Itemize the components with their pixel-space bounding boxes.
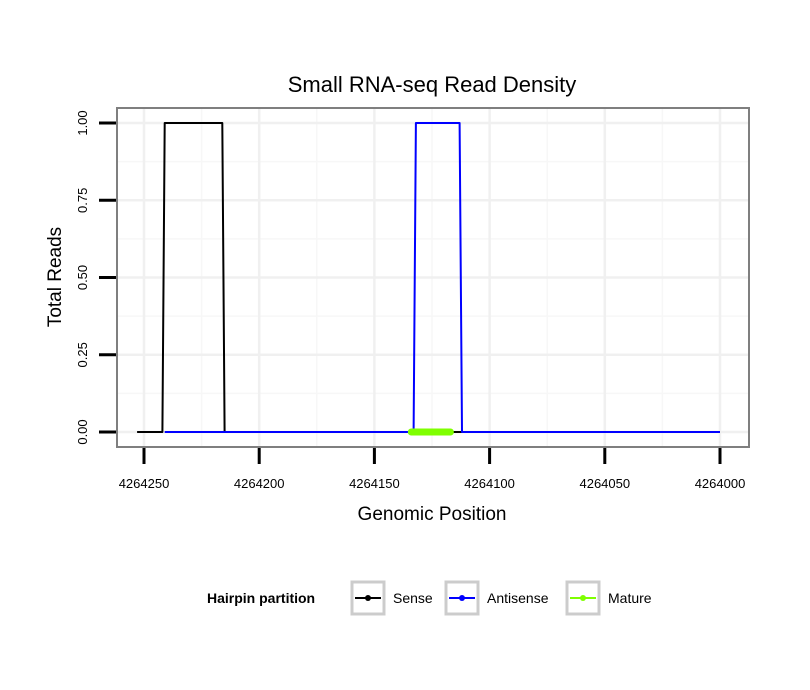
x-axis: 4264250 4264200 4264150 4264100 4264050 42640… [119, 448, 746, 491]
legend-key-sense [350, 580, 386, 616]
x-tick-label: 4264250 [119, 476, 170, 491]
legend-key-point [365, 595, 371, 601]
legend-label-mature: Mature [608, 590, 652, 606]
y-tick-label: 0.75 [75, 188, 90, 213]
y-tick-label: 1.00 [75, 110, 90, 135]
y-axis-title: Total Reads [45, 227, 66, 327]
y-axis: 0.00 0.25 0.50 0.75 1.00 [75, 110, 116, 445]
y-tick-label: 0.25 [75, 342, 90, 367]
legend-key-point [580, 595, 586, 601]
legend-key-mature [565, 580, 601, 616]
legend-label-antisense: Antisense [487, 590, 549, 606]
legend-label-sense: Sense [393, 590, 433, 606]
y-tick-label: 0.00 [75, 419, 90, 444]
data-series [137, 122, 720, 436]
chart-title: Small RNA-seq Read Density [288, 72, 577, 97]
x-tick-label: 4264100 [464, 476, 515, 491]
y-tick-label: 0.50 [75, 265, 90, 290]
panel-border [116, 107, 750, 448]
plot-panel [116, 107, 750, 448]
x-tick-label: 4264050 [579, 476, 630, 491]
legend-key-antisense [444, 580, 480, 616]
x-tick-label: 4264000 [695, 476, 746, 491]
legend: Hairpin partition Sense Antisense Mature [207, 580, 652, 616]
x-tick-label: 4264150 [349, 476, 400, 491]
legend-key-point [459, 595, 465, 601]
x-axis-title: Genomic Position [358, 504, 507, 525]
legend-title: Hairpin partition [207, 590, 315, 606]
series-line-antisense [164, 122, 720, 433]
x-tick-label: 4264200 [234, 476, 285, 491]
